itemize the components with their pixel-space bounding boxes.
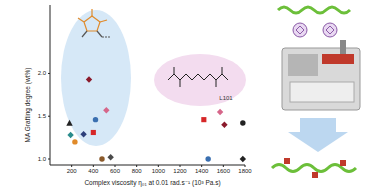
ma-molecule: [78, 9, 110, 37]
point: [91, 130, 96, 135]
reagent-ring: [296, 26, 304, 34]
extruder: [282, 48, 360, 110]
x-tick: [136, 165, 137, 167]
arrow: [288, 118, 348, 152]
x-tick-label: 600: [110, 168, 121, 174]
graft: [312, 172, 318, 178]
x-tick-label: 200: [67, 168, 78, 174]
graft: [340, 160, 346, 166]
extruder-base: [290, 82, 354, 102]
x-tick-label: 1600: [217, 168, 231, 174]
x-tick-label: 800: [132, 168, 143, 174]
y-axis-label: MA Grafting degree (wt%): [24, 68, 32, 143]
hopper: [340, 40, 346, 54]
point: [205, 156, 210, 161]
point: [201, 117, 206, 122]
x-tick: [158, 165, 159, 167]
x-tick: [180, 165, 181, 167]
y-tick: [48, 159, 50, 160]
region-ma: [61, 10, 131, 146]
x-tick: [115, 165, 116, 167]
x-tick-label: 1800: [238, 168, 252, 174]
x-tick-label: 1400: [195, 168, 209, 174]
graphic: L101 200 400 600 800 1000 1200 1400 1600 1800 1.0 1…: [0, 0, 368, 189]
x-tick: [93, 165, 94, 167]
point: [99, 156, 104, 161]
y-tick-label: 2.0: [38, 70, 47, 76]
point: [80, 131, 86, 137]
region-l101: [154, 54, 246, 106]
points: [66, 76, 246, 162]
x-tick: [223, 165, 224, 167]
point: [107, 154, 113, 160]
polymer-chain: [278, 7, 350, 13]
graft: [284, 158, 290, 164]
point: [217, 109, 223, 115]
point: [93, 117, 98, 122]
x-axis-label: Complex viscosity η₀₁ at 0.01 rad.s⁻¹ (1…: [84, 179, 220, 187]
annotation: L101: [219, 95, 233, 101]
process-illustration: [272, 7, 360, 178]
x-tick-label: 1000: [152, 168, 166, 174]
point: [221, 122, 227, 128]
point: [72, 139, 77, 144]
y-tick-label: 1.0: [38, 156, 47, 162]
point: [240, 156, 246, 162]
point: [66, 120, 72, 126]
point: [86, 76, 92, 82]
y-tick: [48, 116, 50, 117]
y-tick-label: 1.5: [38, 113, 47, 119]
x-tick: [201, 165, 202, 167]
l101-molecule: [168, 67, 228, 87]
point: [240, 120, 245, 125]
y-tick: [48, 73, 50, 74]
x-tick: [71, 165, 72, 167]
x-axis: [50, 165, 245, 166]
reagent-ring: [326, 26, 334, 34]
y-axis: [50, 5, 51, 165]
x-tick-label: 1200: [173, 168, 187, 174]
extruder-label: [322, 54, 354, 64]
point: [67, 132, 73, 138]
x-tick-label: 400: [88, 168, 99, 174]
reagent: [323, 23, 337, 37]
x-tick: [245, 165, 246, 167]
reagent: [293, 23, 307, 37]
point: [103, 107, 109, 113]
extruder-panel: [288, 54, 318, 76]
